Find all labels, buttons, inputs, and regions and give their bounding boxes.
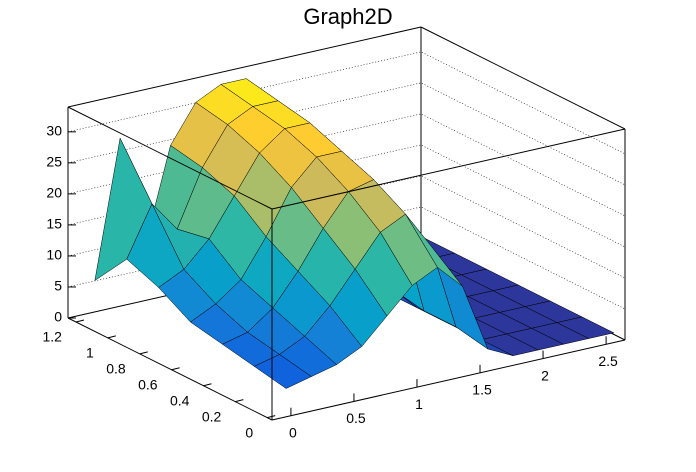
- y-tick: [107, 335, 116, 339]
- x-tick-label: 2: [541, 367, 549, 383]
- y-tick: [267, 415, 276, 419]
- surface-cell: [253, 354, 312, 389]
- y-tick: [171, 367, 180, 371]
- y-tick-label: 0: [245, 424, 253, 440]
- y-tick-label: 0.4: [170, 392, 190, 408]
- y-tick: [75, 319, 85, 323]
- y-tick: [235, 399, 244, 403]
- z-tick-label: 20: [46, 185, 62, 201]
- y-tick: [203, 383, 212, 387]
- chart-title: Graph2D: [303, 4, 392, 29]
- box-edge: [67, 317, 273, 421]
- z-tick-label: 10: [46, 247, 62, 263]
- x-tick-label: 2.5: [598, 353, 618, 369]
- y-tick-label: 1: [86, 345, 94, 361]
- z-tick-label: 0: [54, 309, 62, 325]
- box-edge: [67, 106, 273, 210]
- x-tick-label: 1: [415, 396, 423, 412]
- x-tick-label: 1.5: [472, 382, 492, 398]
- box-edge: [271, 339, 626, 421]
- y-tick-label: 1.2: [43, 329, 63, 345]
- y-tick-label: 0.8: [106, 361, 126, 377]
- y-tick-label: 0.6: [138, 377, 158, 393]
- box-edge: [271, 128, 626, 210]
- z-tick-label: 30: [46, 123, 62, 139]
- y-tick-label: 0.2: [202, 408, 222, 424]
- grid-line: [67, 51, 626, 155]
- z-tick-label: 5: [54, 278, 62, 294]
- y-tick: [139, 351, 148, 355]
- z-tick-label: 15: [46, 216, 62, 232]
- x-tick-label: 0: [289, 424, 297, 440]
- z-tick-label: 25: [46, 154, 62, 170]
- box-edge: [67, 26, 422, 108]
- x-tick-label: 0.5: [346, 410, 366, 426]
- box-edge: [420, 26, 626, 130]
